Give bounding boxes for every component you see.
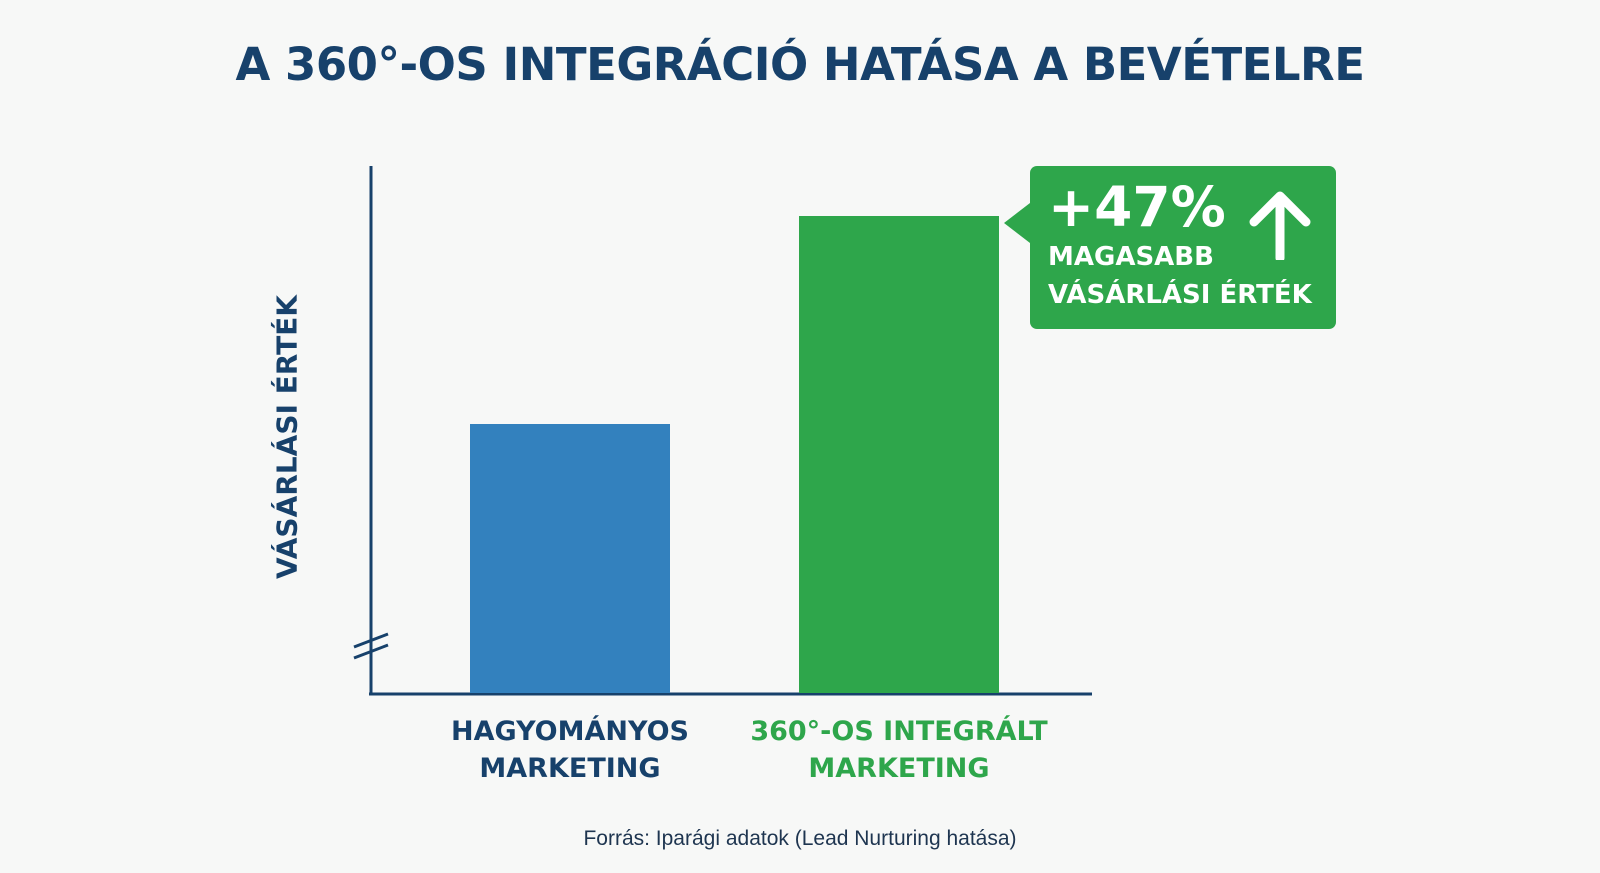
annotation-callout: +47% MAGASABB VÁSÁRLÁSI ÉRTÉK bbox=[1004, 166, 1336, 329]
x-tick-label: HAGYOMÁNYOS MARKETING bbox=[451, 716, 689, 784]
source-note: Forrás: Iparági adatok (Lead Nurturing h… bbox=[583, 827, 1017, 850]
chart-title: A 360°-OS INTEGRÁCIÓ HATÁSA A BEVÉTELRE bbox=[235, 38, 1365, 91]
x-tick-label: 360°-OS INTEGRÁLT MARKETING bbox=[750, 716, 1048, 784]
arrow-up-icon bbox=[1249, 191, 1311, 260]
bar bbox=[470, 424, 670, 693]
annotation-value: +47% bbox=[1048, 175, 1226, 239]
axis-break-mark bbox=[353, 643, 389, 660]
axis-break-mark bbox=[353, 632, 389, 649]
annotation-text: MAGASABB VÁSÁRLÁSI ÉRTÉK bbox=[1048, 242, 1312, 310]
bar bbox=[799, 216, 999, 693]
